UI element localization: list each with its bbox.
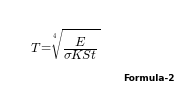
Text: Formula-2: Formula-2 (123, 74, 175, 83)
Text: $T = \sqrt[4]{\dfrac{E}{\sigma KSt}}$: $T = \sqrt[4]{\dfrac{E}{\sigma KSt}}$ (30, 28, 100, 63)
